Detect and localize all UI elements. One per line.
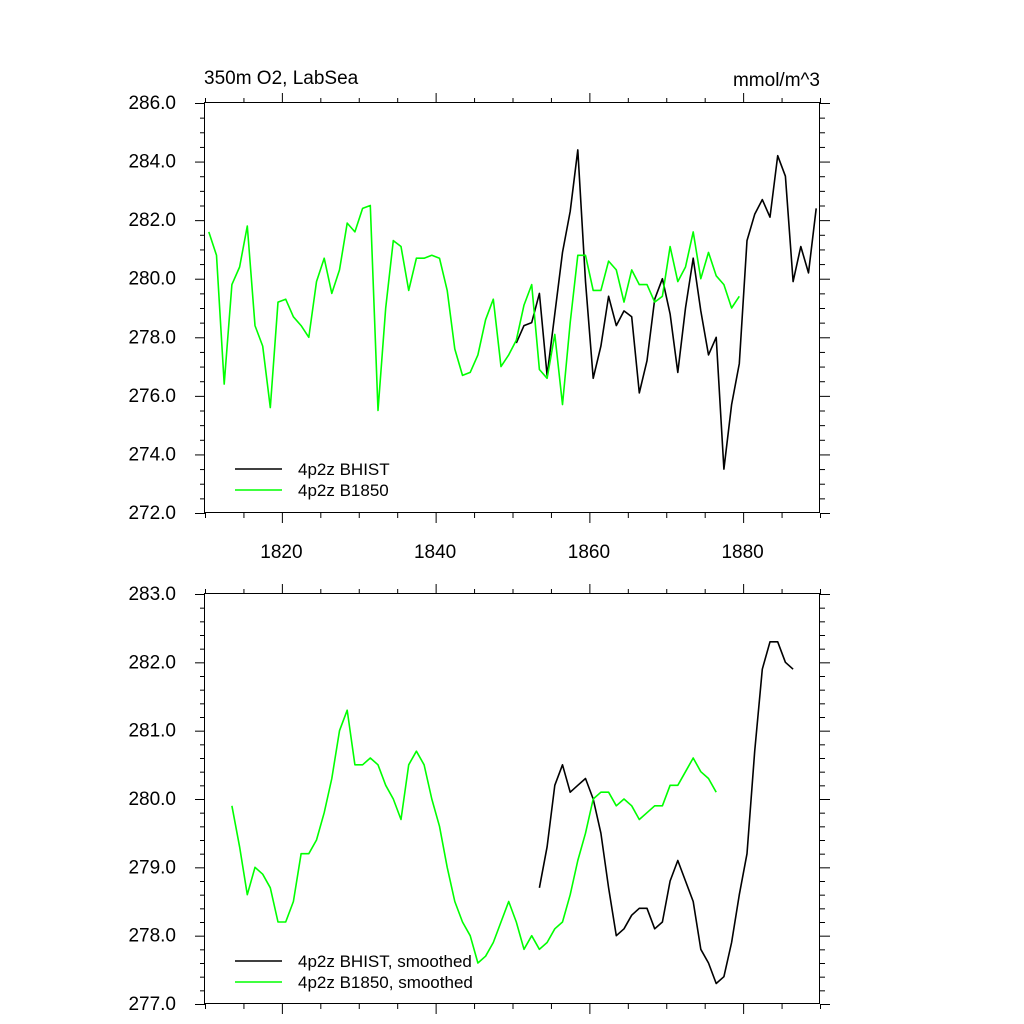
legend-label-b1850: 4p2z B1850	[298, 481, 389, 500]
bottom-plot-frame	[204, 593, 820, 1004]
top-x-tick-labels: 1820 1840 1860 1880	[260, 542, 763, 563]
y-tick-label: 282.0	[128, 210, 176, 231]
top-title-right: mmol/m^3	[733, 70, 820, 91]
y-tick-label: 280.0	[128, 269, 176, 290]
x-tick-label: 1860	[568, 542, 610, 563]
legend-label-b1850-smoothed: 4p2z B1850, smoothed	[298, 973, 473, 992]
panel-bottom: 283.0 282.0 281.0 280.0 279.0 278.0 277.…	[128, 584, 830, 1015]
y-tick-label: 274.0	[128, 444, 176, 465]
series-line-b1850	[208, 204, 740, 412]
y-tick-label: 279.0	[128, 857, 176, 878]
y-tick-label: 282.0	[128, 652, 176, 673]
x-tick-label: 1820	[260, 542, 302, 563]
bottom-y-tick-labels: 283.0 282.0 281.0 280.0 279.0 278.0 277.…	[128, 584, 176, 1015]
legend-label-bhist-smoothed: 4p2z BHIST, smoothed	[298, 952, 472, 971]
y-tick-label: 277.0	[128, 994, 176, 1015]
y-tick-label: 283.0	[128, 584, 176, 605]
top-plot-frame	[204, 102, 820, 513]
top-legend: 4p2z BHIST 4p2z B1850	[235, 460, 390, 500]
top-ticks	[195, 93, 830, 523]
panel-top: 350m O2, LabSea mmol/m^3 286.0 284.0 282…	[128, 68, 830, 563]
y-tick-label: 278.0	[128, 327, 176, 348]
y-tick-label: 284.0	[128, 152, 176, 173]
series-line-bhist-smoothed	[538, 641, 794, 985]
y-tick-label: 280.0	[128, 789, 176, 810]
bottom-legend: 4p2z BHIST, smoothed 4p2z B1850, smoothe…	[235, 952, 473, 992]
y-tick-label: 272.0	[128, 503, 176, 524]
top-y-tick-labels: 286.0 284.0 282.0 280.0 278.0 276.0 274.…	[128, 93, 176, 524]
y-tick-label: 278.0	[128, 926, 176, 947]
y-tick-label: 286.0	[128, 93, 176, 114]
y-tick-label: 276.0	[128, 386, 176, 407]
legend-label-bhist: 4p2z BHIST	[298, 460, 390, 479]
x-tick-label: 1840	[414, 542, 456, 563]
top-title-left: 350m O2, LabSea	[204, 68, 359, 89]
y-tick-label: 281.0	[128, 721, 176, 742]
series-line-b1850-smoothed	[231, 709, 717, 964]
bottom-ticks	[195, 584, 830, 1014]
x-tick-label: 1880	[721, 542, 763, 563]
series-line-bhist	[515, 149, 817, 470]
